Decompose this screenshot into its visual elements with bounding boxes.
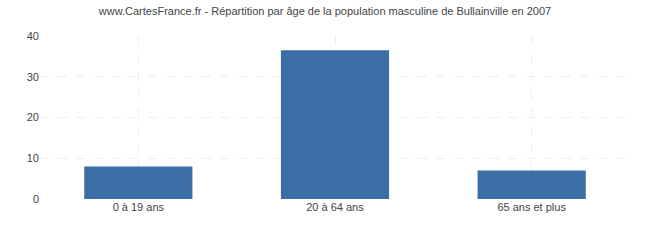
svg-text:www.CartesFrance.fr - Répartit: www.CartesFrance.fr - Répartition par âg… bbox=[98, 5, 551, 17]
svg-text:20: 20 bbox=[27, 111, 39, 123]
svg-text:10: 10 bbox=[27, 152, 39, 164]
svg-text:30: 30 bbox=[27, 71, 39, 83]
svg-text:0 à 19 ans: 0 à 19 ans bbox=[113, 201, 165, 213]
svg-text:40: 40 bbox=[27, 30, 39, 42]
svg-text:65 ans et plus: 65 ans et plus bbox=[497, 201, 566, 213]
svg-text:0: 0 bbox=[33, 193, 39, 205]
svg-text:20 à 64 ans: 20 à 64 ans bbox=[306, 201, 364, 213]
